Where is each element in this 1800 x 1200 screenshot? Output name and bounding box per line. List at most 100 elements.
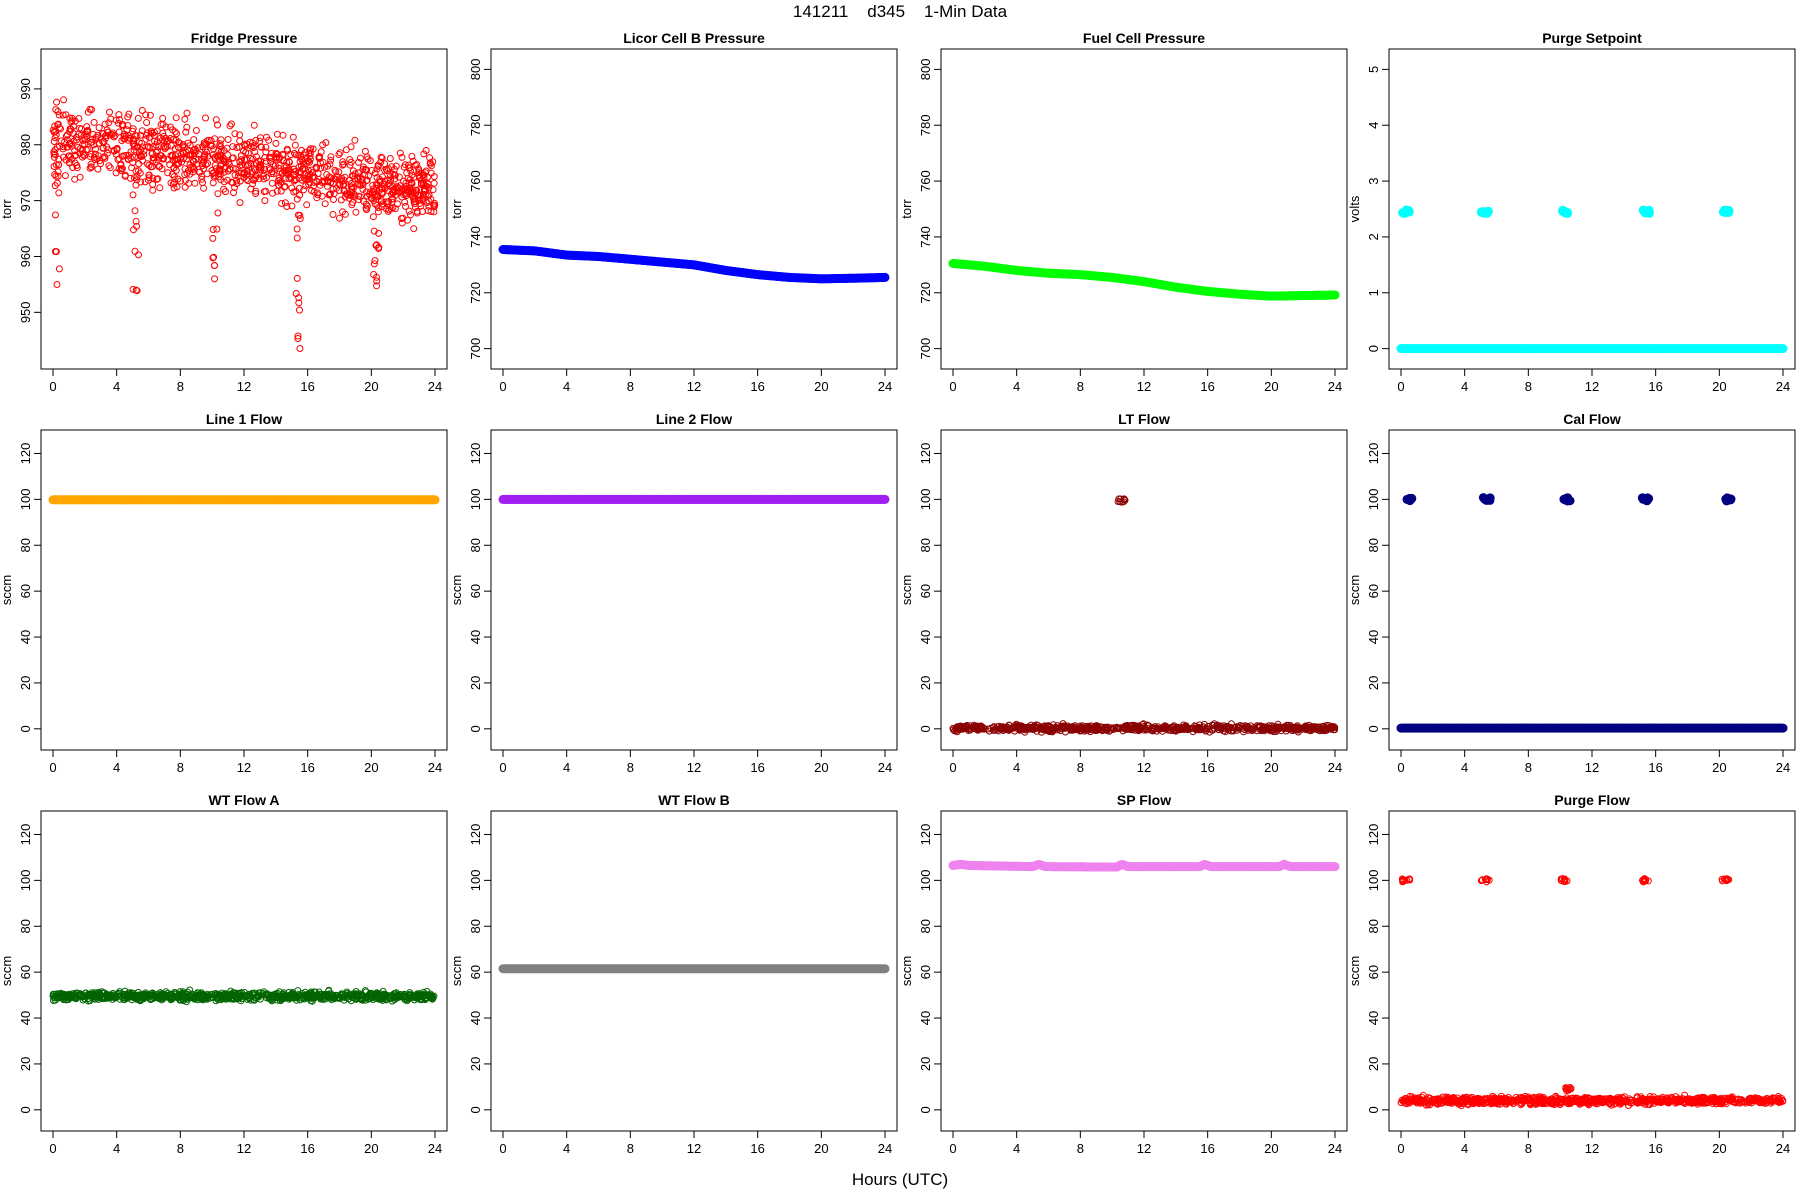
y-tick-label: 700 bbox=[918, 338, 933, 360]
data-point bbox=[396, 182, 404, 190]
data-point bbox=[179, 141, 187, 148]
data-point bbox=[216, 166, 224, 174]
data-point bbox=[61, 172, 69, 180]
data-point bbox=[215, 173, 223, 181]
data-point bbox=[198, 172, 206, 180]
data-point bbox=[191, 179, 199, 187]
data-point bbox=[122, 132, 130, 140]
data-point bbox=[276, 176, 284, 184]
data-point bbox=[278, 200, 286, 207]
data-point bbox=[66, 139, 74, 147]
data-point bbox=[301, 170, 309, 178]
data-point bbox=[182, 176, 189, 184]
y-tick-label: 950 bbox=[18, 301, 33, 323]
y-tick-label: 4 bbox=[1366, 122, 1381, 129]
data-point bbox=[209, 234, 217, 242]
data-point bbox=[281, 199, 289, 207]
data-point bbox=[359, 179, 367, 187]
data-point bbox=[67, 140, 75, 148]
x-tick-label: 12 bbox=[687, 379, 701, 394]
data-point bbox=[142, 135, 150, 143]
data-point bbox=[325, 191, 333, 199]
data-point bbox=[1563, 493, 1573, 503]
y-tick-label: 120 bbox=[468, 443, 483, 465]
data-point bbox=[92, 133, 100, 141]
data-point bbox=[258, 143, 265, 151]
x-tick-label: 8 bbox=[1077, 760, 1084, 775]
data-point bbox=[138, 153, 146, 160]
data-point bbox=[115, 165, 123, 173]
x-tick-label: 0 bbox=[499, 379, 506, 394]
data-point bbox=[88, 138, 96, 146]
data-point bbox=[209, 254, 217, 262]
data-point bbox=[116, 116, 123, 124]
data-point bbox=[373, 277, 381, 285]
data-point bbox=[74, 130, 82, 138]
data-point bbox=[191, 146, 199, 154]
data-point bbox=[131, 153, 138, 161]
data-point bbox=[204, 152, 212, 160]
data-point bbox=[319, 158, 327, 166]
y-tick-label: 740 bbox=[918, 226, 933, 248]
data-point bbox=[210, 253, 218, 261]
data-point bbox=[173, 130, 180, 138]
data-point bbox=[121, 171, 129, 179]
data-point bbox=[177, 151, 185, 158]
data-point bbox=[363, 202, 371, 210]
data-point bbox=[408, 171, 416, 179]
data-point bbox=[339, 208, 346, 216]
data-point bbox=[145, 176, 152, 184]
data-point bbox=[373, 201, 381, 209]
data-point bbox=[60, 96, 68, 104]
data-point bbox=[413, 186, 420, 194]
x-tick-label: 4 bbox=[113, 379, 120, 394]
data-point bbox=[210, 169, 218, 177]
data-point bbox=[209, 226, 217, 233]
x-tick-label: 8 bbox=[177, 760, 184, 775]
data-point bbox=[880, 272, 890, 282]
panel-title: Fridge Pressure bbox=[191, 30, 298, 46]
data-point bbox=[293, 225, 301, 233]
x-tick-label: 16 bbox=[750, 760, 764, 775]
data-point bbox=[55, 111, 63, 119]
data-point bbox=[72, 151, 79, 159]
data-point bbox=[402, 179, 410, 187]
data-point bbox=[377, 153, 385, 161]
y-tick-label: 0 bbox=[18, 1106, 33, 1113]
data-point bbox=[326, 160, 334, 168]
data-point bbox=[333, 184, 341, 192]
x-tick-label: 8 bbox=[1077, 379, 1084, 394]
data-point bbox=[252, 190, 260, 197]
data-point bbox=[321, 163, 328, 171]
x-tick-label: 0 bbox=[949, 379, 956, 394]
data-point bbox=[229, 143, 237, 151]
data-point bbox=[290, 171, 298, 179]
data-point bbox=[283, 203, 291, 210]
y-axis-label: sccm bbox=[1347, 575, 1362, 605]
data-point bbox=[107, 115, 115, 123]
data-point bbox=[283, 145, 291, 153]
data-point bbox=[389, 204, 397, 212]
data-point bbox=[430, 495, 440, 505]
data-point bbox=[1723, 207, 1733, 217]
y-tick-label: 780 bbox=[468, 114, 483, 136]
data-point bbox=[277, 179, 285, 187]
data-points bbox=[49, 96, 439, 352]
data-point bbox=[391, 175, 399, 183]
data-point bbox=[141, 178, 149, 186]
plot-frame bbox=[490, 48, 898, 370]
x-tick-label: 20 bbox=[814, 760, 828, 775]
x-tick-label: 4 bbox=[113, 1141, 120, 1156]
x-tick-label: 12 bbox=[237, 1141, 251, 1156]
data-point bbox=[409, 157, 417, 165]
data-point bbox=[142, 111, 150, 119]
data-point bbox=[291, 149, 298, 157]
data-point bbox=[293, 234, 301, 242]
x-tick-label: 20 bbox=[364, 1141, 378, 1156]
data-point bbox=[330, 196, 337, 203]
data-point bbox=[222, 158, 230, 166]
data-point bbox=[296, 306, 303, 314]
data-point bbox=[52, 172, 60, 180]
y-axis-label: sccm bbox=[0, 575, 14, 605]
